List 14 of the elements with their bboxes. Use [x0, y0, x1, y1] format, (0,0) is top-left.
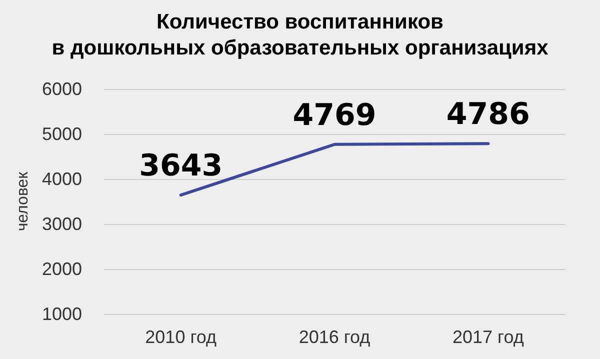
- y-tick-label: 5000: [42, 124, 82, 144]
- y-tick-label: 3000: [42, 214, 82, 234]
- y-tick-label: 4000: [42, 169, 82, 189]
- data-label: 3643: [139, 148, 223, 184]
- data-label: 4769: [292, 98, 376, 133]
- x-tick-label: 2017 год: [452, 327, 524, 347]
- y-tick-label: 6000: [42, 79, 82, 99]
- chart-title: Количество воспитанников в дошкольных образовательных организациях: [52, 10, 549, 60]
- x-tick-label: 2010 год: [145, 327, 217, 347]
- y-tick-label: 2000: [42, 259, 82, 279]
- y-axis-title: человек: [14, 170, 32, 232]
- y-tick-label: 1000: [42, 304, 82, 324]
- data-label: 4786: [446, 97, 530, 132]
- x-tick-label: 2016 год: [298, 327, 371, 347]
